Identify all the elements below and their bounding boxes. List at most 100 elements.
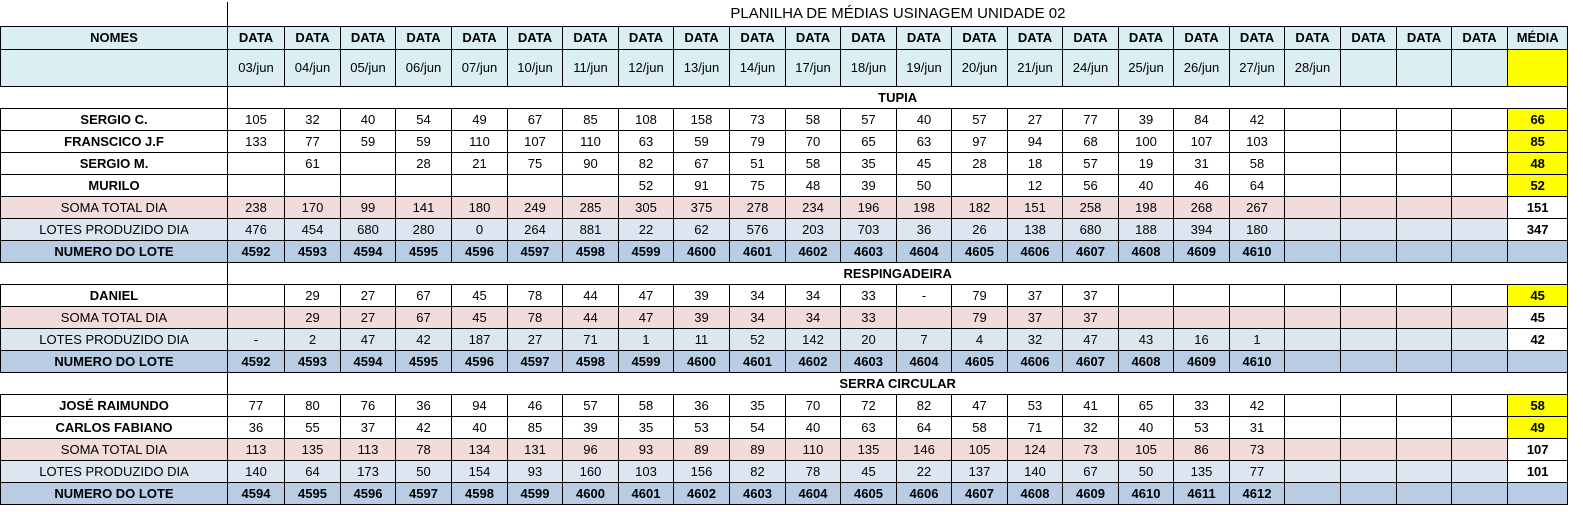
value-cell[interactable]: 35 (840, 151, 897, 175)
value-cell[interactable]: 39 (1118, 107, 1174, 131)
value-cell[interactable]: 4603 (840, 349, 897, 373)
date-cell[interactable]: 25/jun (1118, 48, 1174, 87)
value-cell[interactable]: 44 (562, 283, 619, 307)
value-cell[interactable]: 50 (1118, 459, 1174, 483)
value-cell[interactable]: 134 (451, 437, 508, 461)
value-cell[interactable]: 4598 (451, 481, 508, 505)
value-cell[interactable] (1284, 283, 1341, 307)
value-cell[interactable] (1340, 151, 1397, 175)
value-cell[interactable]: 40 (785, 415, 841, 439)
value-cell[interactable] (1173, 305, 1230, 329)
value-cell[interactable]: 45 (451, 283, 508, 307)
value-cell[interactable]: 4610 (1118, 481, 1174, 505)
value-cell[interactable] (1284, 151, 1341, 175)
value-cell[interactable]: 36 (673, 393, 730, 417)
value-cell[interactable]: 50 (395, 459, 452, 483)
value-cell[interactable]: 4611 (1173, 481, 1230, 505)
value-cell[interactable]: 57 (840, 107, 897, 131)
value-cell[interactable]: 72 (840, 393, 897, 417)
value-cell[interactable]: 196 (840, 195, 897, 219)
value-cell[interactable] (227, 151, 285, 175)
value-cell[interactable]: 110 (451, 129, 508, 153)
value-cell[interactable]: 85 (562, 107, 619, 131)
value-cell[interactable]: 105 (1118, 437, 1174, 461)
value-cell[interactable]: 4604 (785, 481, 841, 505)
value-cell[interactable]: 4610 (1229, 349, 1285, 373)
value-cell[interactable] (1451, 349, 1508, 373)
value-cell[interactable] (1340, 305, 1397, 329)
value-cell[interactable]: 4602 (673, 481, 730, 505)
value-cell[interactable]: 40 (1118, 173, 1174, 197)
value-cell[interactable] (1451, 415, 1508, 439)
value-cell[interactable]: 21 (451, 151, 508, 175)
value-cell[interactable]: 238 (227, 195, 285, 219)
value-cell[interactable]: 881 (562, 217, 619, 241)
value-cell[interactable]: 80 (284, 393, 341, 417)
value-cell[interactable]: 36 (896, 217, 952, 241)
value-cell[interactable] (1340, 393, 1397, 417)
value-cell[interactable] (1451, 151, 1508, 175)
value-cell[interactable]: 58 (785, 151, 841, 175)
value-cell[interactable]: 56 (1062, 173, 1119, 197)
value-cell[interactable]: 68 (1062, 129, 1119, 153)
value-cell[interactable]: 99 (340, 195, 396, 219)
value-cell[interactable]: 53 (673, 415, 730, 439)
value-cell[interactable]: 63 (618, 129, 674, 153)
value-cell[interactable] (1396, 283, 1452, 307)
value-cell[interactable]: 63 (896, 129, 952, 153)
value-cell[interactable]: 100 (1118, 129, 1174, 153)
value-cell[interactable]: 64 (284, 459, 341, 483)
value-cell[interactable]: 4593 (284, 349, 341, 373)
value-cell[interactable]: 267 (1229, 195, 1285, 219)
value-cell[interactable]: 4592 (227, 239, 285, 263)
value-cell[interactable]: 107 (1173, 129, 1230, 153)
date-cell[interactable]: 17/jun (785, 48, 841, 87)
value-cell[interactable]: 58 (785, 107, 841, 131)
value-cell[interactable]: 47 (618, 305, 674, 329)
average-cell[interactable]: 107 (1506, 437, 1569, 461)
value-cell[interactable]: 680 (340, 217, 396, 241)
value-cell[interactable]: 4609 (1173, 239, 1230, 263)
value-cell[interactable]: 107 (507, 129, 563, 153)
value-cell[interactable]: 75 (729, 173, 786, 197)
value-cell[interactable]: 4599 (618, 349, 674, 373)
value-cell[interactable]: 75 (507, 151, 563, 175)
date-cell[interactable]: 05/jun (340, 48, 396, 87)
value-cell[interactable] (1451, 437, 1508, 461)
value-cell[interactable]: 4606 (1007, 349, 1063, 373)
value-cell[interactable] (1118, 283, 1174, 307)
value-cell[interactable]: 146 (896, 437, 952, 461)
value-cell[interactable] (227, 173, 285, 197)
value-cell[interactable]: 4595 (395, 239, 452, 263)
value-cell[interactable]: 64 (1229, 173, 1285, 197)
value-cell[interactable] (1340, 437, 1397, 461)
value-cell[interactable]: 27 (340, 283, 396, 307)
value-cell[interactable]: 79 (951, 305, 1008, 329)
value-cell[interactable]: 135 (284, 437, 341, 461)
value-cell[interactable] (395, 173, 452, 197)
media-date-cell[interactable] (1506, 48, 1569, 87)
value-cell[interactable]: 42 (395, 327, 452, 351)
value-cell[interactable]: 394 (1173, 217, 1230, 241)
value-cell[interactable]: 4597 (395, 481, 452, 505)
value-cell[interactable]: 4600 (673, 349, 730, 373)
value-cell[interactable]: 77 (227, 393, 285, 417)
value-cell[interactable]: 32 (1062, 415, 1119, 439)
value-cell[interactable]: 375 (673, 195, 730, 219)
value-cell[interactable]: 4607 (1062, 349, 1119, 373)
value-cell[interactable]: 4606 (1007, 239, 1063, 263)
value-cell[interactable] (1284, 349, 1341, 373)
value-cell[interactable]: 1 (1229, 327, 1285, 351)
value-cell[interactable]: 0 (451, 217, 508, 241)
value-cell[interactable]: 305 (618, 195, 674, 219)
value-cell[interactable]: 67 (507, 107, 563, 131)
value-cell[interactable]: 135 (840, 437, 897, 461)
value-cell[interactable]: 58 (618, 393, 674, 417)
value-cell[interactable]: 67 (395, 305, 452, 329)
value-cell[interactable]: 4607 (951, 481, 1008, 505)
value-cell[interactable]: 97 (951, 129, 1008, 153)
value-cell[interactable]: 182 (951, 195, 1008, 219)
value-cell[interactable] (1284, 481, 1341, 505)
value-cell[interactable]: 42 (1229, 107, 1285, 131)
value-cell[interactable] (1396, 437, 1452, 461)
